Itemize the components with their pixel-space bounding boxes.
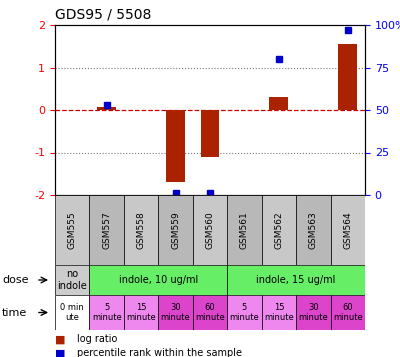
Text: indole, 10 ug/ml: indole, 10 ug/ml [119,275,198,285]
Bar [55,265,90,295]
Bar [200,110,220,157]
Bar [227,195,262,265]
Text: 60
minute: 60 minute [333,303,363,322]
Text: percentile rank within the sample: percentile rank within the sample [77,348,242,357]
Text: GSM559: GSM559 [171,211,180,249]
Text: 0 min
ute: 0 min ute [60,303,84,322]
Text: 30
minute: 30 minute [161,303,190,322]
Bar [55,195,90,265]
Bar [124,295,158,330]
Text: GSM560: GSM560 [206,211,214,249]
Bar [227,265,365,295]
Bar [90,295,124,330]
Bar [55,295,90,330]
Text: GSM557: GSM557 [102,211,111,249]
Bar [296,295,330,330]
Text: ■: ■ [55,348,66,357]
Text: time: time [2,307,27,317]
Bar [90,265,227,295]
Text: 5
minute: 5 minute [230,303,259,322]
Bar [227,295,262,330]
Text: 15
minute: 15 minute [264,303,294,322]
Text: ■: ■ [55,335,66,345]
Text: no
indole: no indole [57,269,87,291]
Text: log ratio: log ratio [77,335,117,345]
Text: GDS95 / 5508: GDS95 / 5508 [55,7,151,21]
Bar [193,195,227,265]
Text: dose: dose [2,275,28,285]
Text: GSM561: GSM561 [240,211,249,249]
Bar [158,195,193,265]
Text: GSM563: GSM563 [309,211,318,249]
Bar [158,295,193,330]
Text: GSM555: GSM555 [68,211,77,249]
Text: GSM564: GSM564 [343,211,352,249]
Bar [270,97,288,110]
Text: 60
minute: 60 minute [195,303,225,322]
Text: 30
minute: 30 minute [298,303,328,322]
Bar [338,44,357,110]
Text: GSM562: GSM562 [274,211,283,249]
Bar [124,195,158,265]
Bar [193,295,227,330]
Bar [330,295,365,330]
Bar [262,295,296,330]
Bar [97,107,116,110]
Bar [330,195,365,265]
Bar [296,195,330,265]
Text: GSM558: GSM558 [137,211,146,249]
Bar [262,195,296,265]
Bar [90,195,124,265]
Text: 15
minute: 15 minute [126,303,156,322]
Text: indole, 15 ug/ml: indole, 15 ug/ml [256,275,336,285]
Bar [166,110,185,182]
Text: 5
minute: 5 minute [92,303,122,322]
